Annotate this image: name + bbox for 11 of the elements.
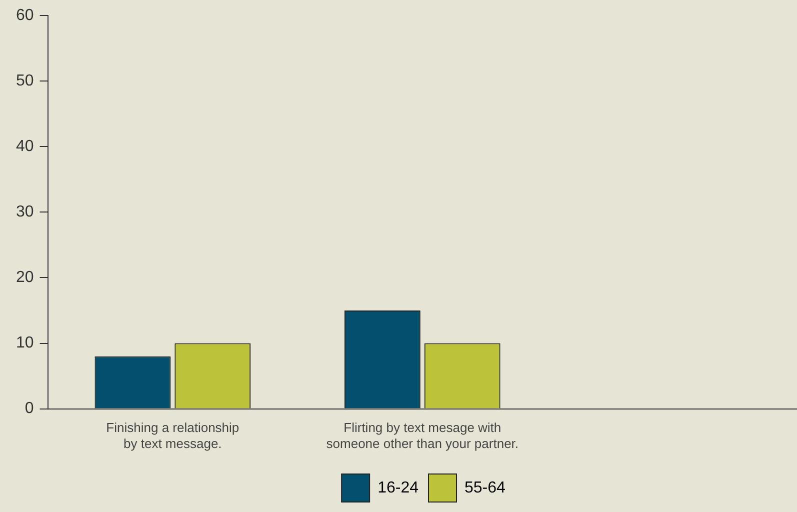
- y-tick-label: 20: [16, 269, 34, 286]
- legend-label: 55-64: [464, 479, 506, 496]
- y-tick-label: 40: [16, 138, 34, 156]
- y-tick-label: 50: [16, 72, 34, 90]
- y-tick-label: 30: [16, 204, 34, 221]
- y-tick-label: 60: [16, 7, 34, 24]
- x-tick-label: Flirting by text mesage with someone other than your partner.: [326, 420, 519, 451]
- x-tick-label: Finishing a relationship by text message.: [106, 420, 240, 451]
- legend-label: 16-24: [378, 479, 419, 496]
- y-tick-label: 10: [16, 334, 34, 352]
- y-tick-label: 0: [24, 400, 34, 418]
